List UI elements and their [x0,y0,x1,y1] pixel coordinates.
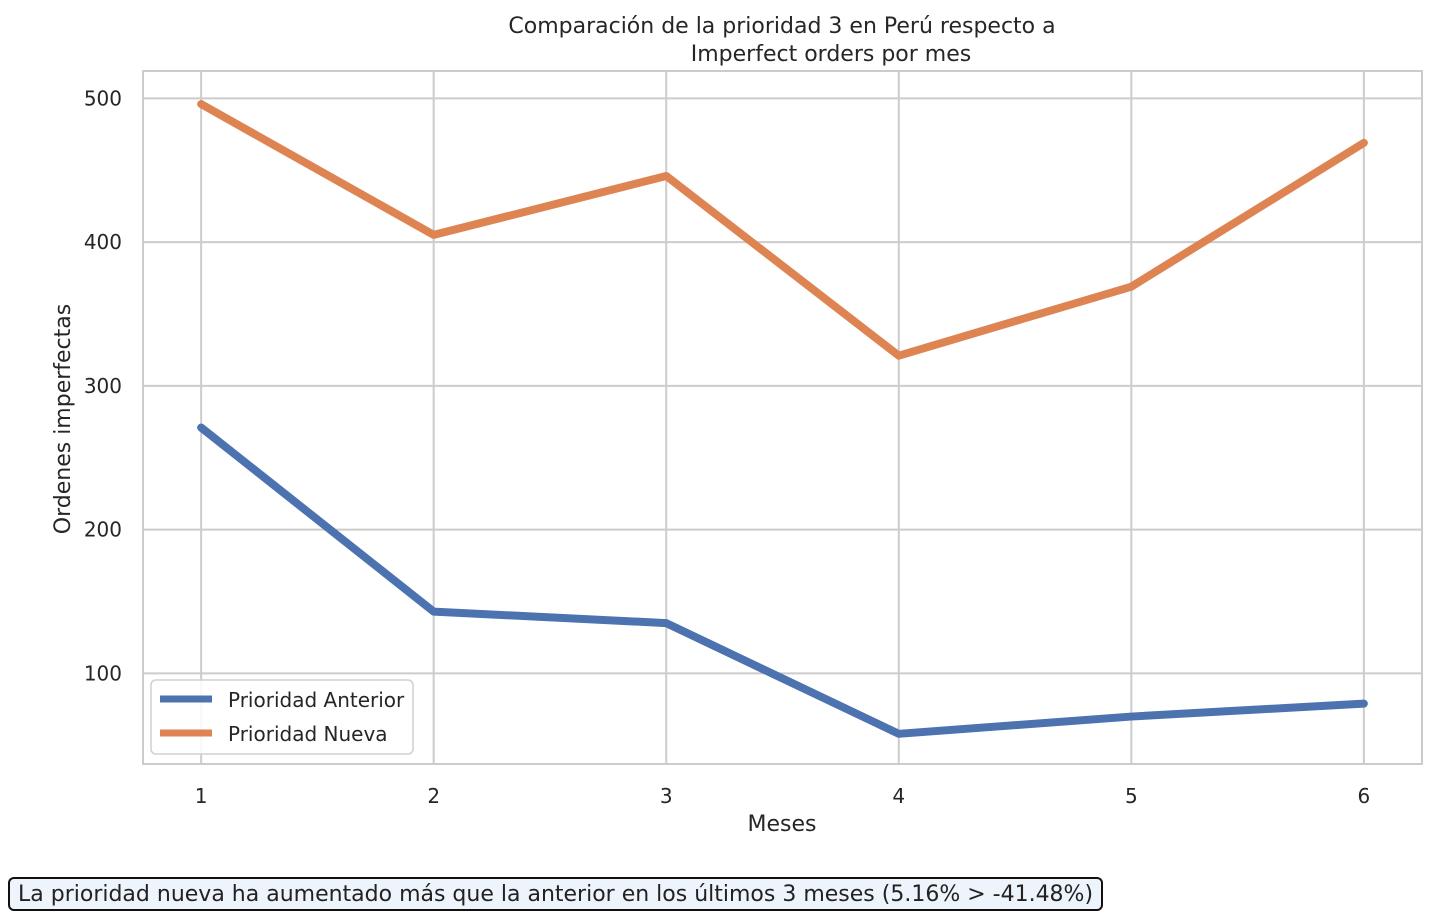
summary-annotation: La prioridad nueva ha aumentado más que … [8,877,1104,911]
x-tick-label: 2 [427,784,440,808]
x-tick-label: 6 [1357,784,1370,808]
summary-annotation-text: La prioridad nueva ha aumentado más que … [18,882,1094,907]
chart-title-line-1: Comparación de la prioridad 3 en Perú re… [508,14,1055,39]
legend-frame [150,679,414,755]
legend-label-prioridad-nueva: Prioridad Nueva [228,722,388,746]
y-tick-label: 100 [84,661,122,685]
legend: Prioridad Anterior Prioridad Nueva [150,679,414,755]
x-tick-label: 1 [195,784,208,808]
y-tick-label: 400 [84,230,122,254]
y-tick-label: 300 [84,374,122,398]
tick-labels: 1 2 3 4 5 6 100 200 300 400 500 [84,86,1370,808]
x-tick-label: 5 [1125,784,1138,808]
series-lines [197,100,1368,738]
plot-area-frame [142,70,1423,765]
y-tick-label: 500 [84,86,122,110]
legend-label-prioridad-anterior: Prioridad Anterior [228,688,405,712]
x-tick-label: 3 [660,784,673,808]
chart-title-line-2: Imperfect orders por mes [691,42,971,67]
series-line-prioridad-anterior [197,423,1368,738]
y-tick-label: 200 [84,518,122,542]
series-line-prioridad-nueva [197,100,1368,360]
x-axis-label: Meses [748,812,817,837]
y-axis-label: Ordenes imperfectas [51,304,76,534]
x-tick-label: 4 [892,784,905,808]
